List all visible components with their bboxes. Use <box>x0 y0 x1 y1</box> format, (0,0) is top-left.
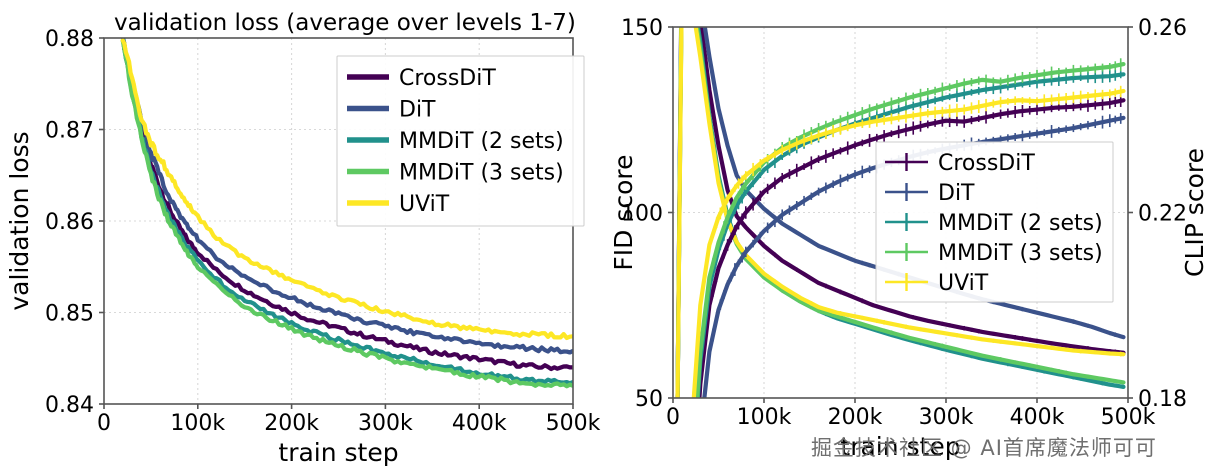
legend-item-mmdit-3-sets-[interactable]: MMDiT (3 sets) <box>885 241 1103 266</box>
y-axis-label-left: FID score <box>609 154 638 270</box>
legend-label: CrossDiT <box>399 66 496 91</box>
validation-loss-chart: 0 100k 200k 300k 400k 500k 0.84 0.85 0.86 0.87 0.8… <box>5 10 601 467</box>
legend-item-dit[interactable]: DiT <box>885 181 975 206</box>
y-tick-label: 0.84 <box>45 393 94 418</box>
y-tick-label: 0.87 <box>45 119 94 144</box>
y-tick-label: 0.86 <box>45 210 94 235</box>
errorbars-clip-crossdit <box>701 94 1122 374</box>
legend-label: MMDiT (2 sets) <box>938 211 1103 236</box>
plot-title: validation loss (average over levels 1-7… <box>114 10 576 36</box>
legend-label: MMDiT (2 sets) <box>399 129 564 154</box>
x-tick-label: 100k <box>737 405 792 430</box>
legend-item-mmdit-3-sets-[interactable]: MMDiT (3 sets) <box>347 161 564 186</box>
legend-box <box>875 141 1114 303</box>
series-line-mmdit-3-sets- <box>120 38 573 389</box>
errorbars-clip-uvit <box>694 85 1122 388</box>
validation-loss-series-group <box>120 38 573 389</box>
legend-label: MMDiT (3 sets) <box>399 161 564 186</box>
fid-clip-legend: CrossDiT DiT MMDiT (2 sets) MMDiT (3 sets) U… <box>875 141 1114 303</box>
legend-item-uvit[interactable]: UViT <box>347 192 450 217</box>
legend-label: DiT <box>938 181 975 206</box>
y-tick-label-left: 150 <box>621 16 663 41</box>
legend-label: CrossDiT <box>938 151 1035 176</box>
errorbars-fid-uvit <box>676 43 1122 398</box>
legend-label: UViT <box>938 271 989 296</box>
y-tick-label-right: 0.26 <box>1138 16 1187 41</box>
legend-box <box>336 55 585 227</box>
legend-item-dit[interactable]: DiT <box>347 98 436 123</box>
y-tick-label: 0.85 <box>45 302 94 327</box>
y-tick-label-left: 100 <box>621 202 663 227</box>
series-line-crossdit <box>120 38 573 372</box>
legend-label: MMDiT (3 sets) <box>938 241 1103 266</box>
x-tick-label: 500k <box>546 411 601 436</box>
x-tick-label: 300k <box>919 405 974 430</box>
y-axis-label-right: CLIP score <box>1180 148 1209 277</box>
y-tick-label-right: 0.18 <box>1138 387 1187 412</box>
y-tick-label-left: 50 <box>635 387 663 412</box>
x-tick-label: 200k <box>264 411 319 436</box>
fid-clip-series-group <box>675 27 1126 398</box>
y-axis-label: validation loss <box>5 131 34 310</box>
x-axis-label: train step <box>840 432 960 461</box>
series-line-fid-uvit <box>675 27 1126 398</box>
legend-item-uvit[interactable]: UViT <box>885 271 989 296</box>
watermark-text: 掘金技术社区 @ AI首席魔法师可可 <box>811 436 1157 460</box>
series-line-dit <box>120 38 573 355</box>
fid-clip-chart: 0 100k 200k 300k 400k 500k 50 100 150 0.18 0.22 0.2… <box>609 16 1209 461</box>
x-axis-label: train step <box>278 438 398 467</box>
series-line-uvit <box>120 38 573 341</box>
errorbars-fid-crossdit <box>676 27 1122 398</box>
series-line-fid-crossdit <box>675 27 1126 398</box>
validation-loss-legend: CrossDiT DiT MMDiT (2 sets) MMDiT (3 sets) U… <box>336 55 585 227</box>
x-tick-label: 300k <box>358 411 413 436</box>
legend-item-crossdit[interactable]: CrossDiT <box>347 66 496 91</box>
legend-item-crossdit[interactable]: CrossDiT <box>885 151 1035 176</box>
legend-item-mmdit-2-sets-[interactable]: MMDiT (2 sets) <box>885 211 1103 236</box>
x-tick-label: 100k <box>170 411 225 436</box>
legend-item-mmdit-2-sets-[interactable]: MMDiT (2 sets) <box>347 129 564 154</box>
x-tick-label: 200k <box>828 405 883 430</box>
y-tick-label: 0.88 <box>45 27 94 52</box>
legend-label: DiT <box>399 98 436 123</box>
y-tick-label-right: 0.22 <box>1138 202 1187 227</box>
x-tick-label: 500k <box>1101 405 1156 430</box>
errorbars-clip-mmdit-3-sets- <box>697 58 1122 384</box>
x-tick-label: 0 <box>97 411 111 436</box>
x-tick-label: 400k <box>452 411 507 436</box>
x-tick-label: 0 <box>666 405 680 430</box>
legend-label: UViT <box>399 192 450 217</box>
x-tick-label: 400k <box>1010 405 1065 430</box>
